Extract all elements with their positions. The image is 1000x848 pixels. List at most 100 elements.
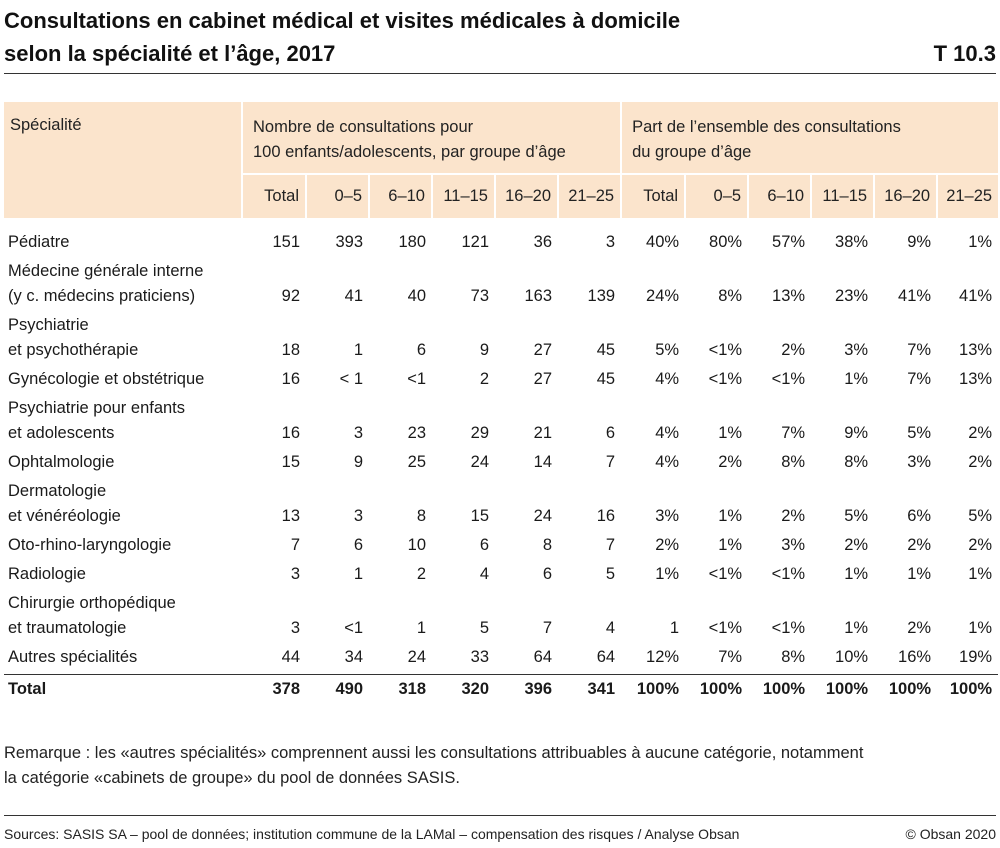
value-cell: <1% [708, 341, 743, 359]
value-cell: 29 [470, 424, 489, 442]
remark-line1: Remarque : les «autres spécialités» comp… [4, 744, 864, 762]
value-cell: 24% [646, 287, 680, 305]
specialite-cell: Ophtalmologie [4, 450, 242, 479]
value-cell: 40% [646, 233, 680, 251]
title-divider [4, 73, 996, 74]
value-cell: 1% [718, 507, 743, 525]
table-row: Dermatologie et vénéréologie 13 3 8 15 24 16 3% 1… [4, 479, 998, 533]
subheader-cell: 11–15 [811, 174, 876, 218]
total-value-cell: 100% [621, 674, 686, 705]
table-row: Pédiatre 151 393 180 121 36 3 40% 80% 57% 38% 9% 1% [4, 218, 998, 259]
value-cell: 14 [533, 453, 552, 471]
value-cell: 2% [844, 536, 869, 554]
value-cell: 15 [281, 453, 300, 471]
total-value-cell: 100% [685, 674, 749, 705]
subheader-cell: Total [621, 174, 687, 218]
specialite-label-line: et traumatologie [8, 619, 127, 637]
value-cell: 1% [968, 619, 993, 637]
title-row-2: selon la spécialité et l’âge, 2017 T 10.… [4, 37, 996, 70]
value-cell: 1% [718, 424, 743, 442]
value-cell: 73 [470, 287, 489, 305]
value-cell: 2% [781, 341, 806, 359]
value-cell: 9% [907, 233, 932, 251]
header-group-count: Nombre de consultations pour 100 enfants… [242, 102, 623, 175]
value-cell: 23% [835, 287, 869, 305]
value-cell: 34 [344, 648, 363, 666]
table-row: Psychiatrie pour enfants et adolescents 16… [4, 396, 998, 450]
value-cell: 6% [907, 507, 932, 525]
subheader-cell: 16–20 [874, 174, 939, 218]
specialite-label-line: Dermatologie [8, 482, 107, 500]
specialite-cell: Oto-rhino-laryngologie [4, 533, 242, 562]
value-cell: 1 [353, 565, 363, 583]
value-cell: 3% [844, 341, 869, 359]
value-cell: 1% [968, 233, 993, 251]
value-cell: 45 [596, 370, 616, 388]
value-cell: 13% [772, 287, 806, 305]
value-cell: 2% [907, 536, 932, 554]
table-row: Autres spécialités 44 34 24 33 64 64 12% 7% 8% 10%… [4, 645, 998, 675]
specialite-cell: Gynécologie et obstétrique [4, 367, 242, 396]
value-cell: 7% [907, 370, 932, 388]
value-cell: 12% [646, 648, 680, 666]
value-cell: 7 [542, 619, 552, 637]
value-cell: 16 [281, 424, 300, 442]
specialite-cell: Dermatologie et vénéréologie [4, 479, 242, 533]
table-row: Médecine générale interne (y c. médecins … [4, 259, 998, 313]
specialite-label-line: Autres spécialités [8, 648, 138, 666]
value-cell: 2% [968, 453, 993, 471]
value-cell: 2% [781, 507, 806, 525]
specialite-label-line: Radiologie [8, 565, 86, 583]
value-cell: 3% [781, 536, 806, 554]
value-cell: <1% [771, 370, 806, 388]
specialite-cell: Médecine générale interne (y c. médecins … [4, 259, 242, 313]
specialite-label-line: Pédiatre [8, 233, 70, 251]
value-cell: 1 [353, 341, 363, 359]
table-row: Radiologie 3 1 2 4 6 5 1% <1% <1% 1% 1% 1% [4, 562, 998, 591]
header-group-share-line2: du groupe d’âge [632, 143, 752, 161]
header-group-share: Part de l’ensemble des consultations du … [621, 102, 999, 175]
header-group-count-line2: 100 enfants/adolescents, par groupe d’âg… [253, 143, 566, 161]
value-cell: 5 [479, 619, 489, 637]
total-value-cell: 100% [874, 674, 938, 705]
total-label: Total [4, 674, 242, 705]
specialite-label-line: Médecine générale interne [8, 262, 204, 280]
total-value-cell: 320 [432, 674, 495, 705]
value-cell: 5% [907, 424, 932, 442]
page-title-line1: Consultations en cabinet médical et visi… [4, 8, 681, 33]
value-cell: 7 [605, 453, 616, 471]
value-cell: <1% [708, 619, 743, 637]
subheader-cell: Total [242, 174, 307, 218]
specialite-label-line: Ophtalmologie [8, 453, 115, 471]
specialite-label-line: Chirurgie orthopédique [8, 594, 176, 612]
specialite-label-line: et psychothérapie [8, 341, 139, 359]
specialite-label-line: Oto-rhino-laryngologie [8, 536, 172, 554]
value-cell: 1% [844, 619, 869, 637]
value-cell: 44 [281, 648, 300, 666]
footer-divider [4, 815, 996, 816]
value-cell: 16% [898, 648, 932, 666]
table-row: Gynécologie et obstétrique 16 < 1 <1 2 27 45 4%… [4, 367, 998, 396]
value-cell: 6 [542, 565, 552, 583]
total-row: Total 378 490 318 320 396 341 100% 100% 100% 100% 1… [4, 674, 999, 705]
copyright-text: © Obsan 2020 [905, 826, 997, 842]
specialite-cell: Autres spécialités [4, 645, 242, 675]
specialite-label-line: Gynécologie et obstétrique [8, 370, 205, 388]
value-cell: 80% [709, 233, 743, 251]
value-cell: < 1 [339, 370, 363, 388]
value-cell: 2% [907, 619, 932, 637]
value-cell: 25 [407, 453, 426, 471]
specialite-label-line: Psychiatrie pour enfants [8, 399, 186, 417]
table-row: Psychiatrie et psychothérapie 18 1 6 9 27 45 5% <… [4, 313, 998, 367]
total-value-cell: 378 [242, 674, 306, 705]
table-row: Oto-rhino-laryngologie 7 6 10 6 8 7 2% 1% 3% 2% 2% 2… [4, 533, 998, 562]
value-cell: 33 [470, 648, 489, 666]
value-cell: 5% [844, 507, 869, 525]
value-cell: 180 [398, 233, 426, 251]
subheader-cell: 6–10 [369, 174, 433, 218]
value-cell: 121 [461, 233, 489, 251]
subheader-cell: 0–5 [306, 174, 370, 218]
value-cell: 24 [533, 507, 552, 525]
subheader-cell: 0–5 [685, 174, 750, 218]
value-cell: 1% [968, 565, 993, 583]
